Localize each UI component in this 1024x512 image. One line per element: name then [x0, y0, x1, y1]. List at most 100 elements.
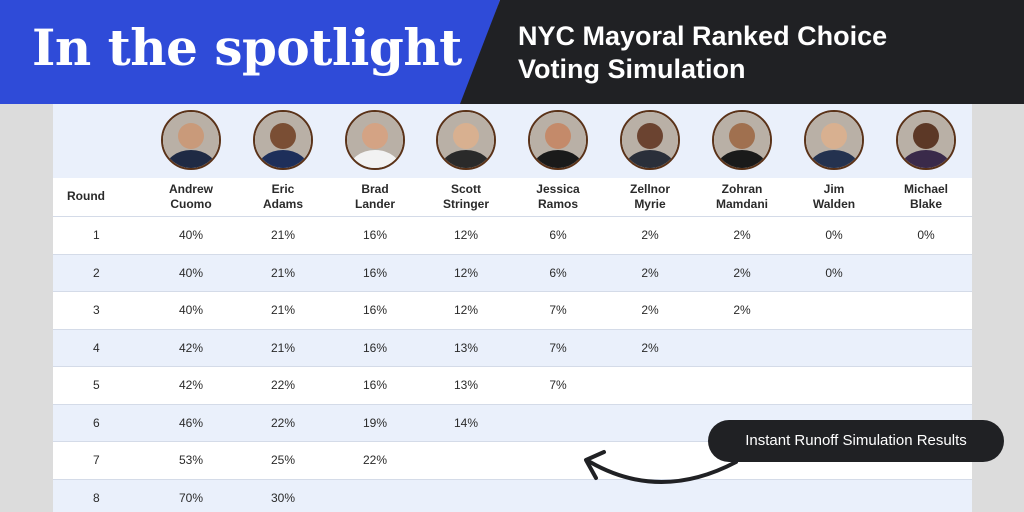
candidate-portrait-icon — [253, 110, 313, 170]
vote-share-cell: 13% — [453, 378, 479, 392]
table-row: 4 42% 21% 16% 13% 7% 2% — [53, 328, 972, 366]
vote-share-cell: 16% — [362, 340, 388, 355]
vote-share-cell: 19% — [362, 415, 388, 430]
spotlight-banner: In the spotlight — [0, 0, 500, 104]
candidate-column-header: Andrew Cuomo — [146, 182, 236, 212]
round-number: 2 — [93, 265, 100, 280]
candidate-last-name: Adams — [262, 197, 303, 211]
candidate-last-name: Cuomo — [170, 197, 212, 211]
round-number: 8 — [93, 490, 100, 505]
vote-share-cell: 7% — [549, 303, 567, 317]
headline-title: NYC Mayoral Ranked Choice Voting Simulat… — [518, 21, 888, 84]
candidate-portrait-icon — [804, 110, 864, 170]
candidate-first-name: Scott — [451, 182, 481, 196]
vote-share-cell: 70% — [178, 490, 204, 505]
headline-banner: NYC Mayoral Ranked Choice Voting Simulat… — [460, 0, 1024, 104]
candidate-first-name: Brad — [361, 182, 389, 196]
candidate-portrait-icon — [712, 110, 772, 170]
candidate-column-header: Brad Lander — [330, 182, 420, 212]
vote-share-cell: 42% — [178, 340, 204, 355]
vote-share-cell: 12% — [453, 228, 479, 242]
vote-share-cell: 12% — [453, 303, 479, 317]
candidate-photo-strip — [53, 104, 972, 178]
vote-share-cell: 42% — [178, 378, 204, 392]
round-number: 7 — [93, 453, 100, 467]
candidate-first-name: Jessica — [536, 182, 580, 196]
vote-share-cell: 21% — [270, 228, 296, 242]
candidate-column-header: Eric Adams — [238, 182, 328, 212]
vote-share-cell: 53% — [178, 453, 204, 467]
vote-share-cell: 2% — [641, 303, 659, 317]
vote-share-cell: 2% — [733, 303, 751, 317]
vote-share-cell: 40% — [178, 265, 204, 280]
vote-share-cell: 12% — [453, 265, 479, 280]
vote-share-cell: 6% — [549, 265, 567, 280]
candidate-first-name: Zellnor — [629, 182, 670, 196]
candidate-last-name: Ramos — [537, 197, 578, 211]
vote-share-cell: 40% — [178, 303, 204, 317]
candidate-column-header: Scott Stringer — [421, 182, 511, 212]
vote-share-cell: 2% — [733, 228, 751, 242]
candidate-column-header: Jim Walden — [789, 182, 879, 212]
candidate-portrait-icon — [345, 110, 405, 170]
vote-share-cell: 25% — [270, 453, 296, 467]
table-header: Round Andrew Cuomo Eric Adams Brad Lander Scot… — [53, 178, 972, 216]
vote-share-cell: 0% — [825, 228, 843, 242]
vote-share-cell: 16% — [362, 303, 388, 317]
vote-share-cell: 14% — [453, 415, 479, 430]
round-number: 1 — [93, 228, 100, 242]
vote-share-cell: 21% — [270, 340, 296, 355]
table-row: 5 42% 22% 16% 13% 7% — [53, 366, 972, 403]
vote-share-cell: 22% — [270, 378, 296, 392]
candidate-first-name: Andrew — [168, 182, 213, 196]
candidate-portrait-icon — [161, 110, 221, 170]
round-column-header: Round — [67, 189, 105, 203]
vote-share-cell: 2% — [641, 340, 659, 355]
vote-share-cell: 0% — [917, 228, 935, 242]
vote-share-cell: 16% — [362, 378, 388, 392]
candidate-column-header: Jessica Ramos — [513, 182, 603, 212]
candidate-first-name: Michael — [903, 182, 948, 196]
round-number: 3 — [93, 303, 100, 317]
round-number: 6 — [93, 415, 100, 430]
table-row: 3 40% 21% 16% 12% 7% 2% 2% — [53, 291, 972, 328]
candidate-last-name: Lander — [354, 197, 395, 211]
candidate-column-header: Michael Blake — [881, 182, 971, 212]
candidate-column-header: Zohran Mamdani — [697, 182, 787, 212]
vote-share-cell: 2% — [641, 265, 659, 280]
candidate-last-name: Myrie — [634, 197, 666, 211]
candidate-column-header: Zellnor Myrie — [605, 182, 695, 212]
vote-share-cell: 2% — [733, 265, 751, 280]
vote-share-cell: 40% — [178, 228, 204, 242]
candidate-portrait-icon — [528, 110, 588, 170]
candidate-portrait-icon — [620, 110, 680, 170]
curved-arrow-icon — [584, 450, 738, 484]
vote-share-cell: 13% — [453, 340, 479, 355]
results-table: Round Andrew Cuomo Eric Adams Brad Lander Scot… — [53, 104, 972, 512]
vote-share-cell: 16% — [362, 265, 388, 280]
vote-share-cell: 2% — [641, 228, 659, 242]
vote-share-cell: 22% — [270, 415, 296, 430]
candidate-last-name: Stringer — [442, 197, 489, 211]
vote-share-cell: 22% — [362, 453, 388, 467]
candidate-portrait-icon — [436, 110, 496, 170]
vote-share-cell: 7% — [549, 340, 567, 355]
candidate-last-name: Blake — [909, 197, 943, 211]
round-number: 5 — [93, 378, 100, 392]
table-row: 7 53% 25% 22% — [53, 441, 972, 478]
vote-share-cell: 0% — [825, 265, 843, 280]
candidate-first-name: Zohran — [721, 182, 763, 196]
vote-share-cell: 6% — [549, 228, 567, 242]
round-number: 4 — [93, 340, 100, 355]
vote-share-cell: 16% — [362, 228, 388, 242]
vote-share-cell: 46% — [178, 415, 204, 430]
vote-share-cell: 21% — [270, 303, 296, 317]
table-row: 8 70% 30% — [53, 478, 972, 512]
candidate-portrait-icon — [896, 110, 956, 170]
table-row: 1 40% 21% 16% 12% 6% 2% 2% 0% 0% — [53, 216, 972, 253]
instant-runoff-callout: Instant Runoff Simulation Results — [708, 420, 1004, 462]
candidate-first-name: Jim — [823, 182, 845, 196]
candidate-last-name: Walden — [812, 197, 856, 211]
vote-share-cell: 7% — [549, 378, 567, 392]
vote-share-cell: 30% — [270, 490, 296, 505]
